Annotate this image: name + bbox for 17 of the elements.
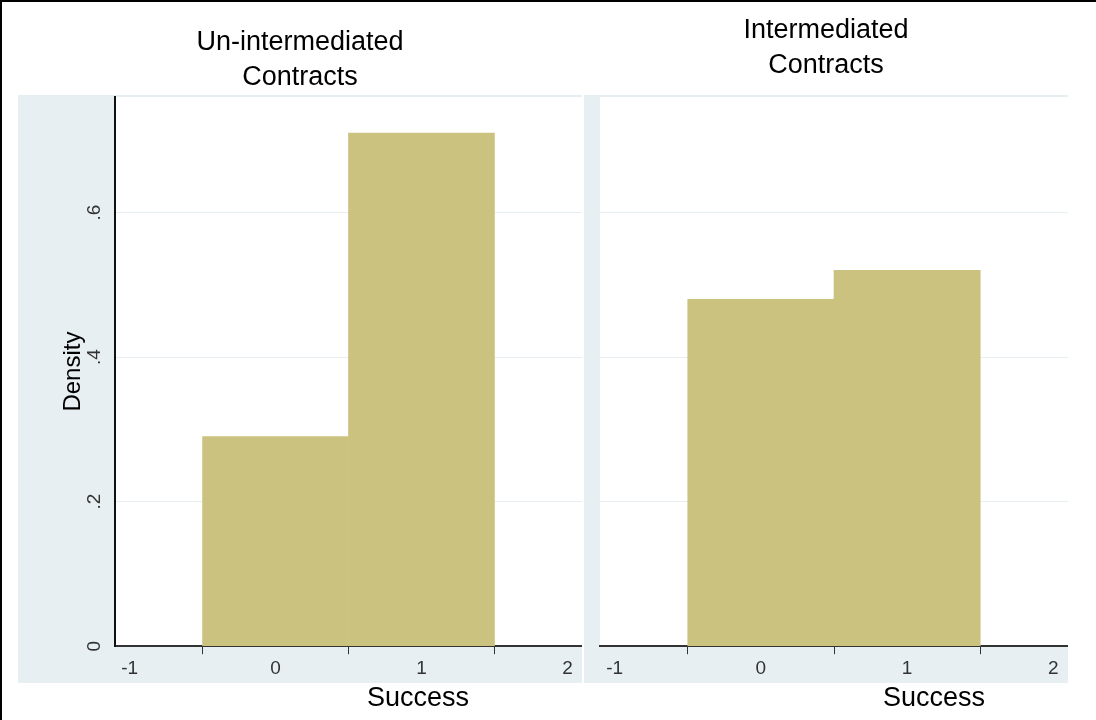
y-tick-label: .4 bbox=[83, 348, 105, 366]
x-tick-label: 0 bbox=[270, 656, 281, 678]
x-tick-label: 2 bbox=[1048, 656, 1059, 678]
x-tick-label: 0 bbox=[755, 656, 767, 678]
y-tick-label: 0 bbox=[83, 640, 105, 652]
x-tick-label: -1 bbox=[121, 656, 139, 678]
y-tick-label: .2 bbox=[83, 493, 105, 510]
y-axis-title: Density bbox=[58, 331, 86, 412]
y-tick-label: .6 bbox=[83, 204, 105, 221]
x-axis-title: Success bbox=[365, 682, 470, 713]
x-tick-label: 1 bbox=[901, 656, 913, 678]
chart-title: Un-intermediated Contracts bbox=[195, 25, 405, 93]
x-tick-label: 2 bbox=[562, 656, 573, 678]
x-axis-title: Success bbox=[881, 682, 986, 713]
x-tick-label: -1 bbox=[606, 656, 624, 678]
chart-title: Intermediated Contracts bbox=[742, 13, 910, 81]
x-tick-label: 1 bbox=[416, 656, 427, 678]
